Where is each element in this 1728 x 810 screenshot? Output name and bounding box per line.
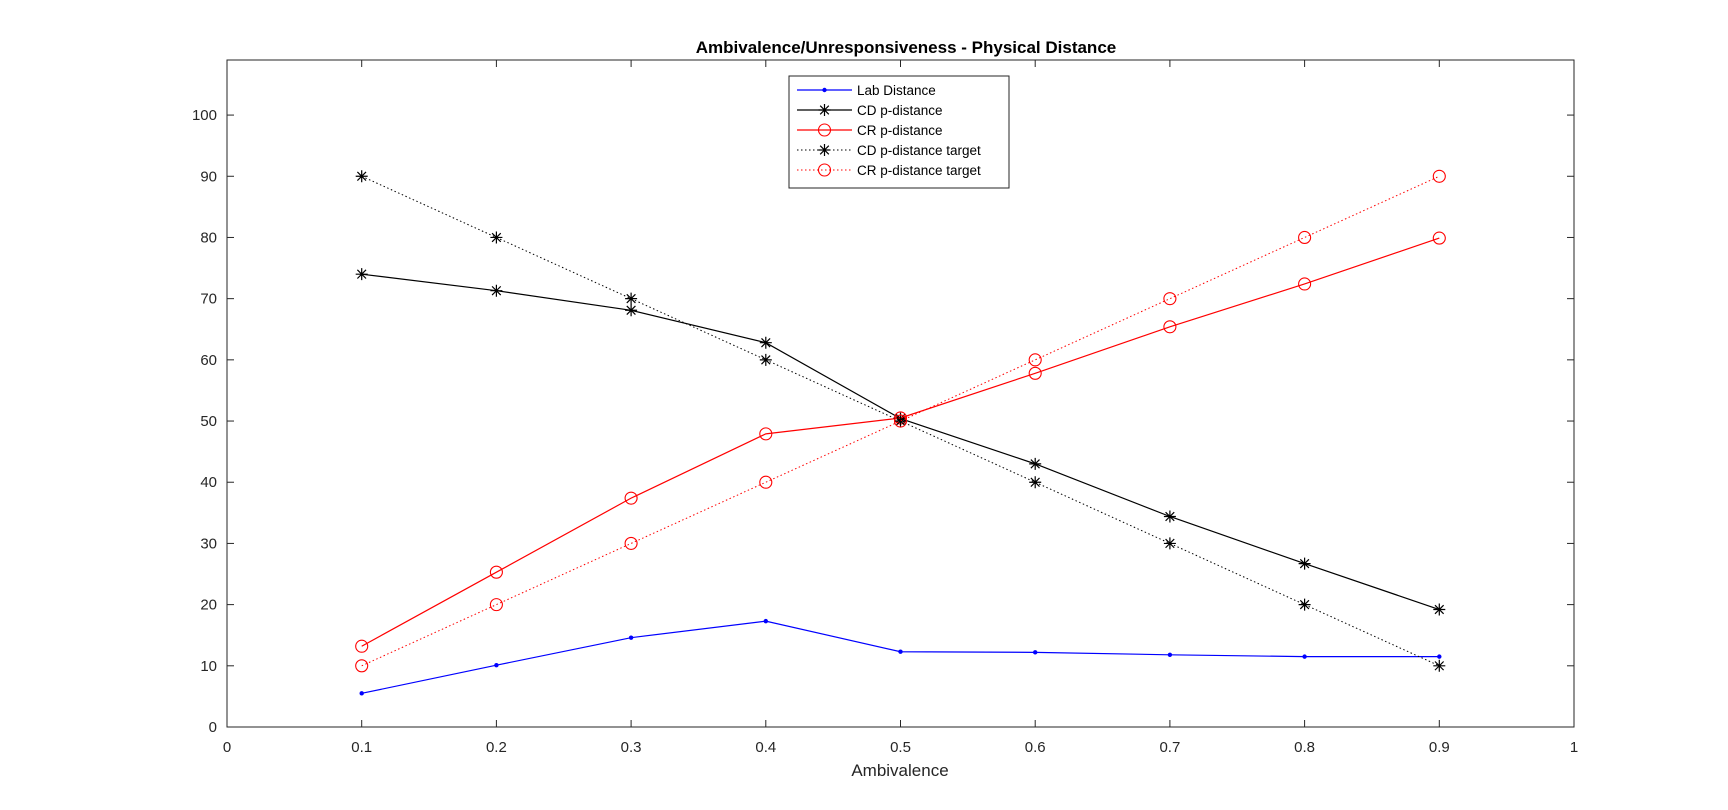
data-point [355,659,369,673]
series-4 [355,170,1446,672]
data-point [1437,654,1442,659]
legend-label: CD p-distance [857,103,943,118]
data-point [1163,537,1176,550]
data-point [1028,366,1042,380]
data-point [898,649,903,654]
data-point [490,231,503,244]
data-point [1298,277,1312,291]
legend-marker [818,144,831,156]
y-tick-label: 30 [200,535,217,552]
x-tick-label: 0.3 [621,739,642,756]
legend-marker [818,104,831,116]
x-tick-label: 0.6 [1025,739,1046,756]
y-tick-label: 50 [200,413,217,430]
x-tick-label: 0.1 [351,739,372,756]
y-tick-label: 100 [192,107,217,124]
data-point [1433,659,1446,672]
legend-label: CR p-distance target [857,163,981,178]
data-point [490,284,503,297]
legend-label: CD p-distance target [857,143,981,158]
y-tick-label: 20 [200,597,217,614]
series-line [361,175,1440,667]
data-point [624,491,638,505]
data-point [1432,169,1446,183]
x-tick-label: 0.2 [486,739,507,756]
x-tick-label: 0.9 [1429,739,1450,756]
data-point [1163,320,1177,334]
x-tick-label: 0.8 [1294,739,1315,756]
data-point [763,618,768,624]
series-line [361,175,1440,667]
data-point [894,415,907,428]
series-1 [359,618,1442,696]
data-point [1433,603,1446,616]
data-point [355,268,368,281]
data-point [489,598,503,612]
legend-label: Lab Distance [857,83,936,98]
legend-entry: CD p-distance [797,103,943,118]
legend-marker [817,123,832,137]
x-axis-label: Ambivalence [851,761,948,780]
data-point [759,336,772,349]
legend-box [788,75,1010,189]
data-point [893,414,908,428]
data-point [1163,510,1176,523]
x-tick-label: 1 [1570,739,1578,756]
data-point [355,170,368,183]
data-point [624,536,638,550]
data-point [625,292,638,305]
x-tick-label: 0.7 [1159,739,1180,756]
y-tick-label: 40 [200,474,217,491]
data-point [1028,353,1042,367]
legend-entry: Lab Distance [797,83,936,98]
legend-marker [817,163,832,177]
data-point [1298,230,1312,245]
x-tick-label: 0 [223,739,231,756]
data-point [1298,557,1311,570]
data-point [359,691,364,696]
data-point [1029,476,1042,489]
data-point [1302,654,1307,659]
data-point [759,427,773,441]
data-point [625,304,638,317]
data-point [1298,598,1311,611]
y-tick-label: 60 [200,352,217,369]
legend-entry: CR p-distance [797,123,943,138]
y-tick-label: 80 [200,229,217,246]
data-point [489,565,503,579]
data-point [1029,457,1042,470]
legend-entry: CD p-distance target [797,143,981,158]
series-layer [355,169,1446,696]
ticks-layer: 0 0.1 0.2 0.3 0.4 0.5 0.6 0.7 0.8 0.9 101020304050… [192,60,1578,756]
data-point [628,635,634,640]
data-point [1163,292,1177,306]
y-tick-label: 10 [200,658,217,675]
data-point [355,639,369,653]
data-point [759,353,772,366]
legend-marker [822,87,827,93]
x-tick-label: 0.4 [755,739,776,756]
y-tick-label: 90 [200,168,217,185]
legend: Lab Distance CD p-distance CR p-distance CD… [788,75,1010,189]
data-point [1033,650,1038,655]
data-point [494,662,499,668]
y-tick-label: 70 [200,291,217,308]
x-tick-label: 0.5 [890,739,911,756]
data-point [1167,652,1173,657]
chart-title: Ambivalence/Unresponsiveness - Physical … [696,38,1116,57]
y-tick-label: 0 [209,719,217,736]
series-5 [355,169,1446,673]
data-point [759,475,773,489]
data-point [1432,231,1446,245]
legend-entry: CR p-distance target [797,163,981,178]
legend-label: CR p-distance [857,123,943,138]
